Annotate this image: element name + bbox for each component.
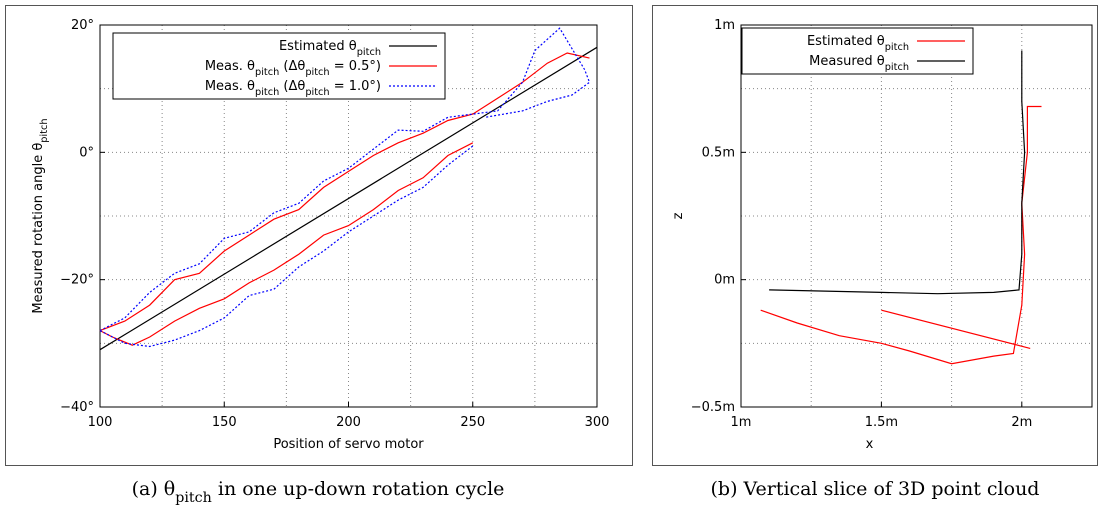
y-tick-label: 0.5m [702, 145, 735, 160]
x-tick-label: 250 [460, 415, 485, 430]
x-tick-label: 200 [336, 415, 361, 430]
panel-frame [652, 5, 1098, 466]
legend-label: Meas. θpitch (Δθpitch = 1.0°) [205, 79, 381, 98]
panel-frame [5, 5, 633, 466]
y-tick-label: −20° [60, 272, 94, 287]
data-line [760, 105, 1042, 365]
y-tick-label: 0m [714, 272, 735, 287]
legend-label: Estimated θpitch [279, 39, 381, 58]
legend-box [741, 27, 974, 75]
x-tick-label: 100 [88, 415, 113, 430]
y-tick-label: 20° [71, 18, 94, 33]
y-axis-label: Measured rotation angle θpitch [31, 118, 50, 313]
y-tick-label: −0.5m [691, 400, 735, 415]
legend-label: Meas. θpitch (Δθpitch = 0.5°) [205, 59, 381, 78]
plot-area [99, 24, 598, 408]
data-line [769, 50, 1026, 295]
y-tick-label: 0° [79, 145, 94, 160]
x-tick-label: 150 [212, 415, 237, 430]
y-tick-label: 1m [714, 18, 735, 33]
x-axis-label: Position of servo motor [273, 437, 424, 452]
legend-box [112, 32, 446, 100]
x-tick-label: 1m [731, 415, 752, 430]
legend-label: Estimated θpitch [807, 34, 909, 53]
caption: (b) Vertical slice of 3D point cloud [711, 478, 1040, 500]
x-tick-label: 1.5m [865, 415, 898, 430]
legend-label: Measured θpitch [809, 54, 909, 73]
x-tick-label: 2m [1011, 415, 1032, 430]
data-line [99, 52, 590, 346]
data-line [99, 46, 598, 351]
caption: (a) θpitch in one up-down rotation cycle [132, 478, 505, 506]
plot-area [740, 24, 1093, 408]
y-tick-label: −40° [60, 400, 94, 415]
x-axis-label: x [866, 437, 874, 452]
y-axis-label: z [671, 212, 686, 219]
x-tick-label: 300 [585, 415, 610, 430]
data-line [99, 27, 591, 348]
